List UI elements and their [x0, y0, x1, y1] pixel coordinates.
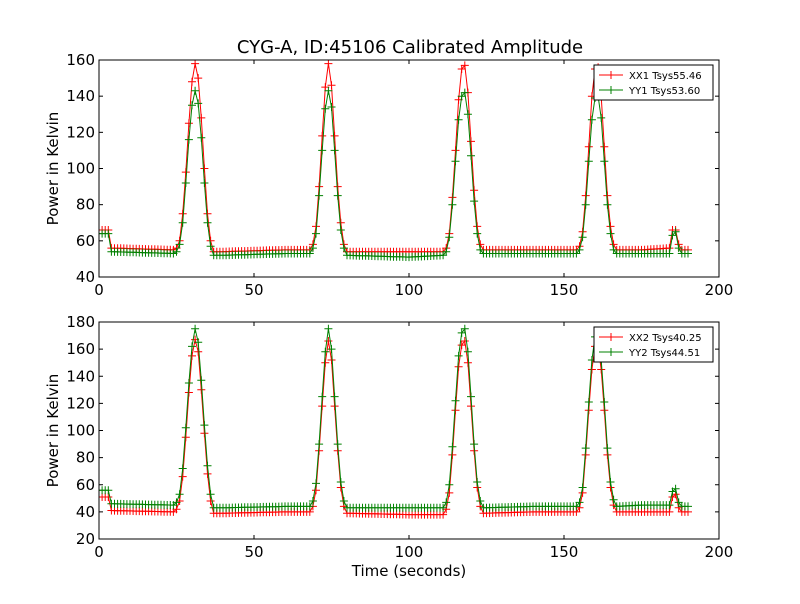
y-tick-label: 140 — [66, 87, 95, 105]
y-tick-label: 60 — [76, 232, 95, 250]
legend: XX2 Tsys40.25 YY2 Tsys44.51 — [593, 326, 714, 363]
x-tick-label: 0 — [94, 543, 104, 561]
x-tick-label: 100 — [395, 543, 424, 561]
y-axis-label: Power in Kelvin — [44, 112, 62, 226]
legend-box — [593, 64, 714, 101]
y-tick-label: 140 — [66, 367, 95, 385]
legend-marker — [607, 348, 615, 356]
x-axis-label: Time (seconds) — [351, 562, 467, 580]
y-axis-label: Power in Kelvin — [44, 374, 62, 488]
y-tick-label: 160 — [66, 51, 95, 69]
x-tick-label: 0 — [94, 281, 104, 299]
y-tick-label: 40 — [76, 268, 95, 286]
y-tick-label: 40 — [76, 503, 95, 521]
y-tick-label: 180 — [66, 313, 95, 331]
x-tick-label: 200 — [705, 543, 734, 561]
y-tick-label: 100 — [66, 422, 95, 440]
x-tick-label: 100 — [395, 281, 424, 299]
y-tick-label: 100 — [66, 160, 95, 178]
legend-marker — [607, 86, 615, 94]
series-markers-2 — [99, 324, 692, 512]
y-tick-label: 120 — [66, 123, 95, 141]
series-markers-2 — [99, 86, 692, 262]
y-tick-label: 120 — [66, 394, 95, 412]
series-group — [99, 324, 692, 519]
legend-box — [593, 326, 714, 363]
legend: XX1 Tsys55.46 YY1 Tsys53.60 — [593, 64, 714, 101]
legend-label: XX1 Tsys55.46 — [629, 71, 702, 82]
plot-panel-2: 0 50 100 150 200 20 40 60 80 100 120 140 160 180 Power… — [44, 313, 733, 580]
plot-panel-1: 0 50 100 150 200 40 60 80 100 120 140 160 Power in K… — [44, 51, 733, 299]
legend-marker — [607, 333, 615, 341]
legend-marker — [607, 71, 615, 79]
y-tick-label: 80 — [76, 196, 95, 214]
legend-label: YY1 Tsys53.60 — [628, 86, 700, 97]
legend-label: YY2 Tsys44.51 — [628, 348, 700, 359]
y-tick-label: 60 — [76, 476, 95, 494]
x-tick-label: 50 — [244, 543, 263, 561]
x-tick-label: 50 — [244, 281, 263, 299]
x-tick-label: 150 — [550, 543, 579, 561]
figure-title: CYG-A, ID:45106 Calibrated Amplitude — [237, 37, 583, 58]
x-tick-label: 200 — [705, 281, 734, 299]
y-tick-label: 80 — [76, 449, 95, 467]
series-markers-1 — [99, 335, 692, 519]
x-tick-label: 150 — [550, 281, 579, 299]
series-group — [99, 60, 692, 262]
legend-label: XX2 Tsys40.25 — [629, 333, 702, 344]
y-tick-label: 20 — [76, 530, 95, 548]
y-tick-label: 160 — [66, 340, 95, 358]
